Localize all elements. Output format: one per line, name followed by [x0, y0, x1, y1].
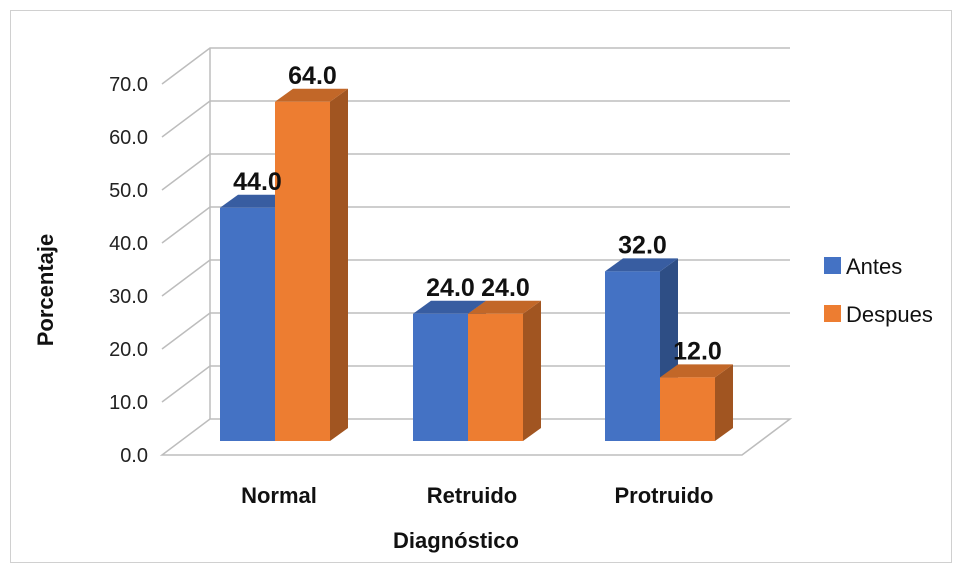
- data-label: 24.0: [426, 274, 475, 302]
- bar-despues-retruido: [468, 313, 523, 441]
- gridline: [161, 312, 790, 350]
- bar-top: [275, 88, 348, 102]
- legend-label: Despues: [846, 302, 933, 327]
- y-tick-label: 50.0: [109, 180, 148, 202]
- x-category-label: Retruido: [427, 483, 517, 508]
- bar-top: [660, 364, 733, 378]
- data-label: 32.0: [618, 231, 667, 259]
- y-axis-ticks: 0.0 10.0 20.0 30.0 40.0 50.0 60.0 70.0: [109, 74, 148, 467]
- bars: [220, 88, 733, 442]
- gridline: [161, 365, 790, 403]
- gridline: [161, 153, 790, 191]
- gridline: [161, 206, 790, 244]
- y-tick-label: 40.0: [109, 233, 148, 255]
- bar-top: [468, 300, 541, 314]
- data-label: 44.0: [233, 168, 282, 196]
- bar-antes-retruido: [413, 313, 468, 441]
- bar-antes-protruido: [605, 271, 660, 441]
- data-label: 24.0: [481, 274, 530, 302]
- y-tick-label: 60.0: [109, 127, 148, 149]
- legend-swatch-antes: [824, 257, 841, 274]
- data-labels: 44.0 64.0 24.0 24.0 32.0 12.0: [233, 62, 722, 366]
- bar-antes-normal: [220, 207, 275, 441]
- gridline: [161, 259, 790, 297]
- bar-side: [523, 300, 541, 441]
- bar-side: [715, 364, 733, 441]
- gridline: [161, 47, 790, 85]
- y-tick-label: 0.0: [120, 445, 148, 467]
- bar-side: [330, 88, 348, 442]
- floor: [159, 418, 793, 456]
- bar-top: [220, 194, 293, 208]
- x-axis-categories: Normal Retruido Protruido: [241, 483, 713, 508]
- y-axis-title: Porcentaje: [33, 234, 58, 347]
- legend-swatch-despues: [824, 305, 841, 322]
- x-axis-title: Diagnóstico: [393, 528, 519, 553]
- y-tick-label: 30.0: [109, 286, 148, 308]
- bar-top: [605, 258, 678, 272]
- y-tick-label: 70.0: [109, 74, 148, 96]
- x-category-label: Normal: [241, 483, 317, 508]
- x-category-label: Protruido: [615, 483, 714, 508]
- gridlines: [161, 47, 790, 403]
- chart-frame: [10, 10, 952, 563]
- bar-despues-protruido: [660, 377, 715, 441]
- bar-top: [413, 300, 486, 314]
- y-tick-label: 20.0: [109, 339, 148, 361]
- y-tick-label: 10.0: [109, 392, 148, 414]
- gridline: [161, 100, 790, 138]
- bar-despues-normal: [275, 101, 330, 442]
- data-label: 12.0: [673, 337, 722, 365]
- legend-label: Antes: [846, 254, 902, 279]
- legend: Antes Despues: [824, 254, 933, 327]
- data-label: 64.0: [288, 62, 337, 90]
- chart-walls: [159, 48, 793, 456]
